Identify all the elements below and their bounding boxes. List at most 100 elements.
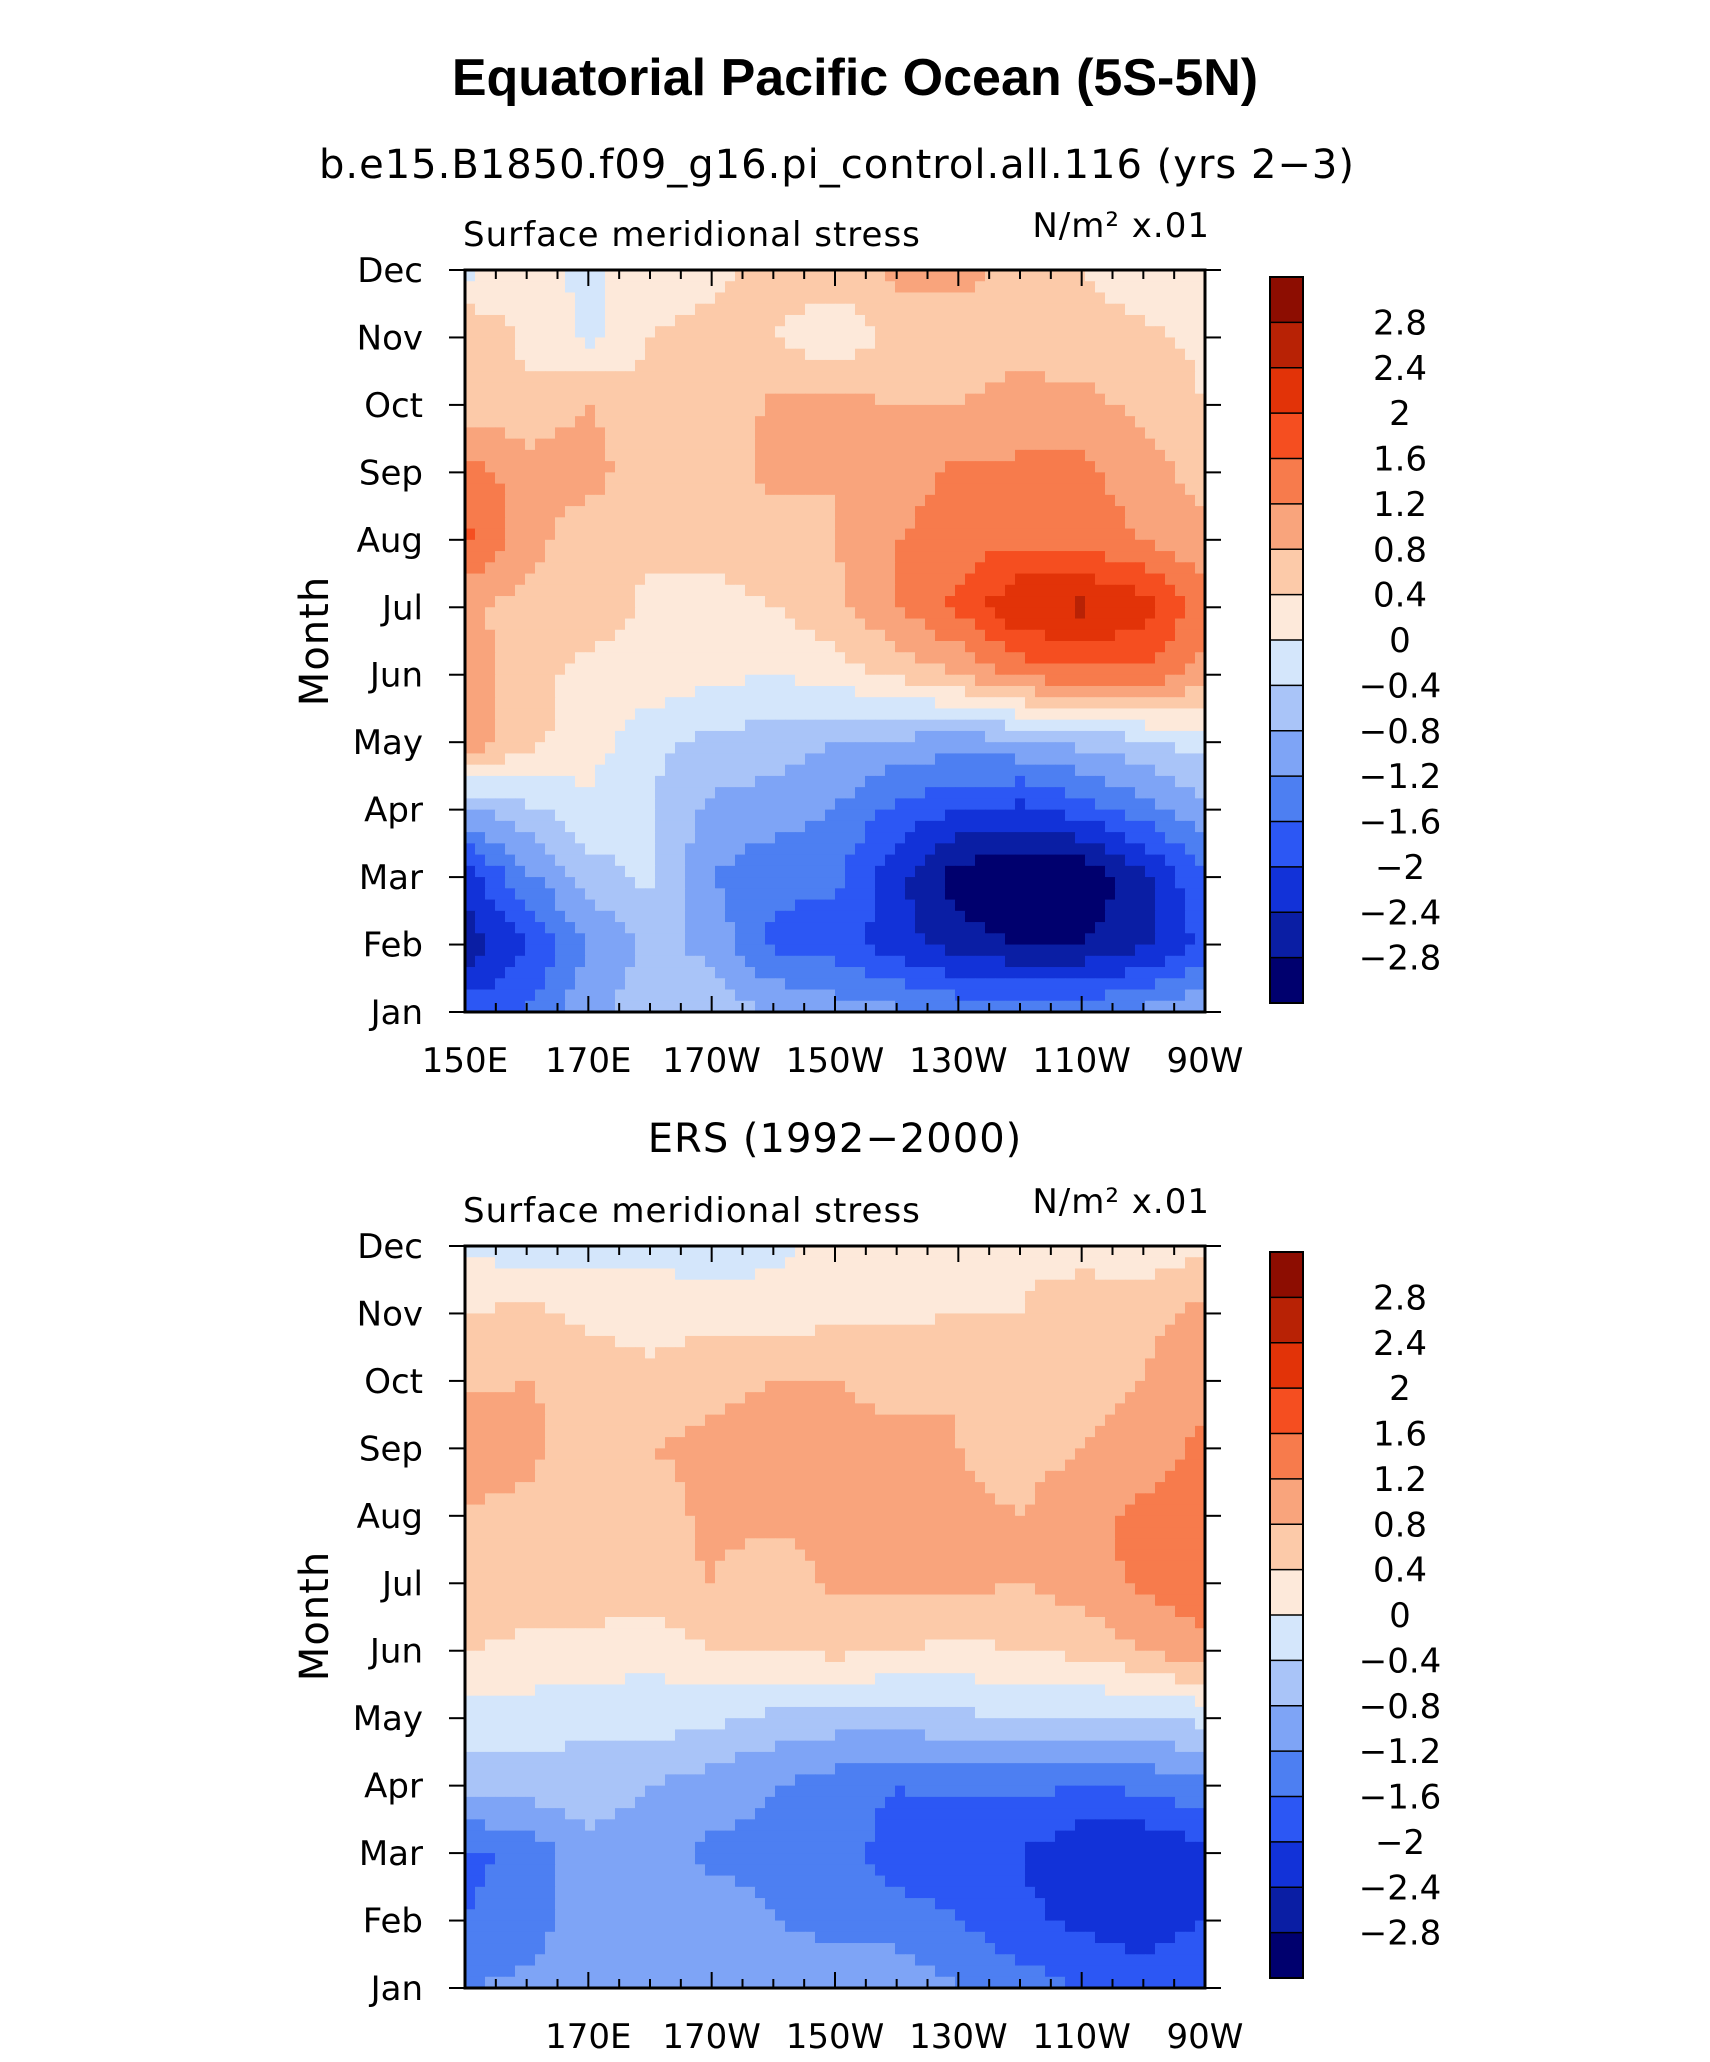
field-cell	[865, 820, 876, 833]
field-cell	[625, 978, 636, 991]
field-cell	[875, 933, 886, 946]
field-cell	[1095, 427, 1106, 440]
field-cell	[1035, 674, 1046, 687]
field-cell	[1145, 427, 1156, 440]
field-cell	[955, 337, 966, 350]
field-cell	[1115, 618, 1126, 631]
field-cell	[1105, 449, 1116, 462]
field-cell	[735, 832, 746, 844]
field-cell	[1105, 922, 1116, 934]
field-cell	[555, 348, 566, 361]
field-cell	[605, 674, 616, 687]
field-cell	[805, 494, 816, 507]
field-cell	[605, 865, 616, 878]
field-cell	[1075, 944, 1086, 957]
field-cell	[565, 494, 576, 507]
field-cell	[1105, 270, 1116, 282]
field-cell	[965, 652, 976, 665]
field-cell	[605, 270, 616, 282]
field-cell	[475, 910, 486, 923]
field-cell	[965, 1000, 976, 1013]
field-cell	[905, 854, 916, 867]
field-cell	[845, 865, 856, 878]
field-cell	[495, 832, 506, 844]
field-cell	[1195, 708, 1206, 721]
field-cell	[905, 865, 916, 878]
field-cell	[1145, 674, 1156, 687]
field-cell	[485, 753, 496, 766]
field-cell	[815, 618, 826, 631]
field-cell	[855, 787, 866, 799]
field-cell	[475, 832, 486, 844]
field-cell	[1055, 865, 1066, 878]
field-cell	[1035, 573, 1046, 586]
field-cell	[1035, 663, 1046, 676]
field-cell	[485, 348, 496, 361]
field-cell	[765, 573, 776, 586]
field-cell	[565, 877, 576, 889]
field-cell	[685, 292, 696, 305]
field-cell	[1175, 494, 1186, 507]
field-cell	[885, 404, 896, 417]
field-cell	[815, 775, 826, 788]
field-cell	[1085, 359, 1096, 372]
field-cell	[975, 685, 986, 698]
field-cell	[1195, 944, 1206, 957]
field-cell	[485, 528, 496, 541]
field-cell	[535, 764, 546, 777]
field-cell	[595, 393, 606, 406]
field-cell	[965, 438, 976, 451]
field-cell	[605, 910, 616, 923]
field-cell	[625, 517, 636, 530]
field-cell	[695, 404, 706, 417]
field-cell	[865, 461, 876, 473]
field-cell	[475, 652, 486, 665]
field-cell	[495, 303, 506, 316]
field-cell	[1185, 865, 1196, 878]
field-cell	[615, 461, 626, 473]
field-cell	[815, 809, 826, 822]
field-cell	[575, 303, 586, 316]
field-cell	[935, 596, 946, 608]
field-cell	[955, 618, 966, 631]
field-cell	[655, 944, 666, 957]
field-cell	[1195, 382, 1206, 395]
field-cell	[775, 584, 786, 597]
field-cell	[465, 517, 476, 530]
panel-model: b.e15.B1850.f09_g16.pi_control.all.116 (…	[292, 142, 1441, 1081]
field-cell	[1135, 607, 1146, 620]
field-cell	[695, 685, 706, 698]
field-cell	[1175, 359, 1186, 372]
field-cell	[1185, 539, 1196, 552]
field-cell	[1015, 989, 1026, 1002]
field-cell	[1195, 438, 1206, 451]
field-cell	[965, 303, 976, 316]
field-cell	[705, 427, 716, 440]
field-cell	[685, 652, 696, 665]
field-cell	[635, 562, 646, 575]
field-cell	[845, 494, 856, 507]
field-cell	[555, 393, 566, 406]
field-cell	[805, 978, 816, 991]
field-cell	[515, 697, 526, 710]
field-cell	[735, 843, 746, 856]
field-cell	[935, 449, 946, 462]
field-cell	[675, 809, 686, 822]
field-cell	[1135, 539, 1146, 552]
field-cell	[1015, 854, 1026, 867]
field-cell	[555, 989, 566, 1002]
field-cell	[575, 596, 586, 608]
field-cell	[1165, 584, 1176, 597]
field-cell	[1085, 618, 1096, 631]
field-cell	[795, 438, 806, 451]
field-cell	[595, 483, 606, 496]
field-cell	[845, 944, 856, 957]
field-cell	[575, 607, 586, 620]
field-cell	[805, 933, 816, 946]
field-cell	[945, 551, 956, 563]
field-cell	[935, 427, 946, 440]
field-cell	[945, 348, 956, 361]
field-cell	[645, 461, 656, 473]
field-cell	[1095, 697, 1106, 710]
field-cell	[1015, 494, 1026, 507]
